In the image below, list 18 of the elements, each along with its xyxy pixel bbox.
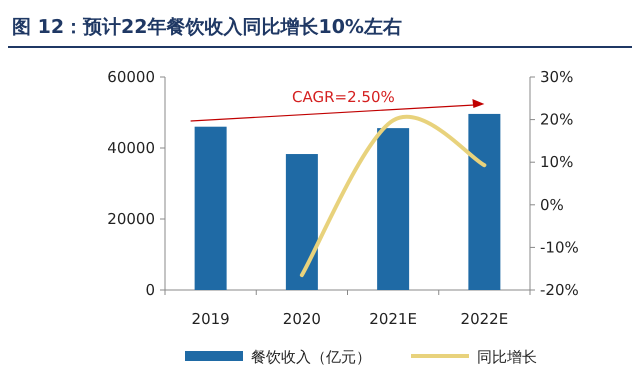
annotation: CAGR=2.50%	[292, 88, 395, 106]
x-tick-label: 2019	[192, 310, 230, 328]
x-tick-label: 2021E	[369, 310, 417, 328]
y2-tick-label: 30%	[540, 68, 574, 86]
y2-tick-label: -10%	[540, 238, 579, 256]
y-tick-label: 0	[145, 281, 155, 299]
chart-title: 图 12：预计22年餐饮收入同比增长10%左右	[12, 16, 402, 38]
y-tick-label: 60000	[107, 68, 155, 86]
y2-tick-label: 20%	[540, 110, 574, 129]
y2-tick-label: 0%	[540, 196, 564, 214]
legend-label: 餐饮收入（亿元）	[251, 348, 371, 366]
x-tick-label: 2020	[282, 310, 321, 328]
y-tick-label: 20000	[107, 210, 155, 228]
x-tick-label: 2022E	[460, 310, 508, 328]
y2-tick-label: 10%	[540, 153, 574, 172]
y-tick-label: 40000	[107, 139, 155, 157]
legend-label: 同比增长	[477, 348, 537, 366]
y2-tick-label: -20%	[540, 281, 579, 299]
